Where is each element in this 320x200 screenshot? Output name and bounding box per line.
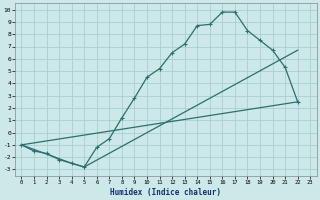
X-axis label: Humidex (Indice chaleur): Humidex (Indice chaleur) xyxy=(110,188,221,197)
